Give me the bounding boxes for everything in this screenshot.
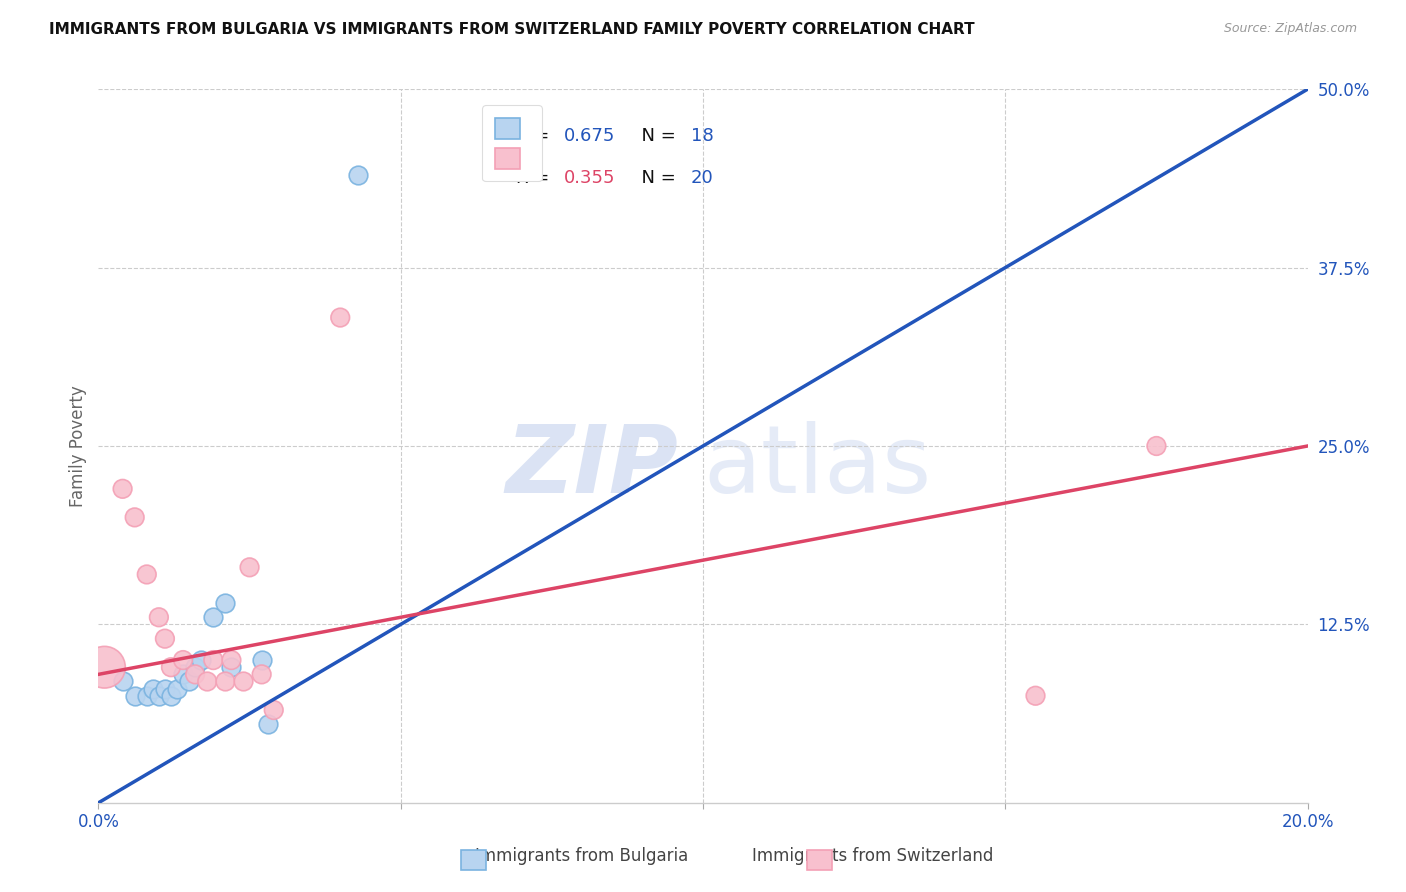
Point bbox=[93, 660, 115, 674]
Text: 20: 20 bbox=[690, 169, 714, 187]
Point bbox=[221, 653, 243, 667]
Point bbox=[263, 703, 285, 717]
Point bbox=[256, 717, 278, 731]
Text: R =: R = bbox=[516, 169, 554, 187]
Point bbox=[214, 674, 236, 689]
Point bbox=[111, 674, 134, 689]
Text: 0.355: 0.355 bbox=[564, 169, 616, 187]
Text: R =: R = bbox=[516, 127, 554, 145]
Point bbox=[153, 681, 176, 696]
Point bbox=[179, 674, 201, 689]
Point bbox=[250, 653, 273, 667]
Point bbox=[221, 660, 243, 674]
Point bbox=[214, 596, 236, 610]
Text: Immigrants from Switzerland: Immigrants from Switzerland bbox=[752, 847, 993, 865]
Point bbox=[232, 674, 254, 689]
Point bbox=[184, 667, 207, 681]
Point bbox=[329, 310, 352, 325]
Point bbox=[124, 689, 146, 703]
Point bbox=[160, 660, 183, 674]
Point bbox=[153, 632, 176, 646]
Point bbox=[135, 567, 157, 582]
Text: ZIP: ZIP bbox=[506, 421, 679, 514]
Legend: , : , bbox=[482, 105, 541, 181]
Text: atlas: atlas bbox=[703, 421, 931, 514]
Point bbox=[111, 482, 134, 496]
Text: 18: 18 bbox=[690, 127, 714, 145]
Text: Source: ZipAtlas.com: Source: ZipAtlas.com bbox=[1223, 22, 1357, 36]
Point bbox=[202, 610, 225, 624]
Text: IMMIGRANTS FROM BULGARIA VS IMMIGRANTS FROM SWITZERLAND FAMILY POVERTY CORRELATI: IMMIGRANTS FROM BULGARIA VS IMMIGRANTS F… bbox=[49, 22, 974, 37]
Point bbox=[347, 168, 370, 182]
Point bbox=[184, 660, 207, 674]
Text: N =: N = bbox=[630, 169, 682, 187]
Point bbox=[195, 674, 218, 689]
Point bbox=[190, 653, 212, 667]
Point bbox=[148, 610, 170, 624]
Point bbox=[239, 560, 262, 574]
Point bbox=[166, 681, 188, 696]
Point bbox=[1024, 689, 1046, 703]
Y-axis label: Family Poverty: Family Poverty bbox=[69, 385, 87, 507]
Text: 0.675: 0.675 bbox=[564, 127, 616, 145]
Point bbox=[172, 667, 194, 681]
Point bbox=[124, 510, 146, 524]
Point bbox=[148, 689, 170, 703]
Point bbox=[142, 681, 165, 696]
Point bbox=[172, 653, 194, 667]
Text: Immigrants from Bulgaria: Immigrants from Bulgaria bbox=[475, 847, 689, 865]
Point bbox=[135, 689, 157, 703]
Point bbox=[160, 689, 183, 703]
Point bbox=[1144, 439, 1167, 453]
Text: N =: N = bbox=[630, 127, 682, 145]
Point bbox=[202, 653, 225, 667]
Point bbox=[250, 667, 273, 681]
